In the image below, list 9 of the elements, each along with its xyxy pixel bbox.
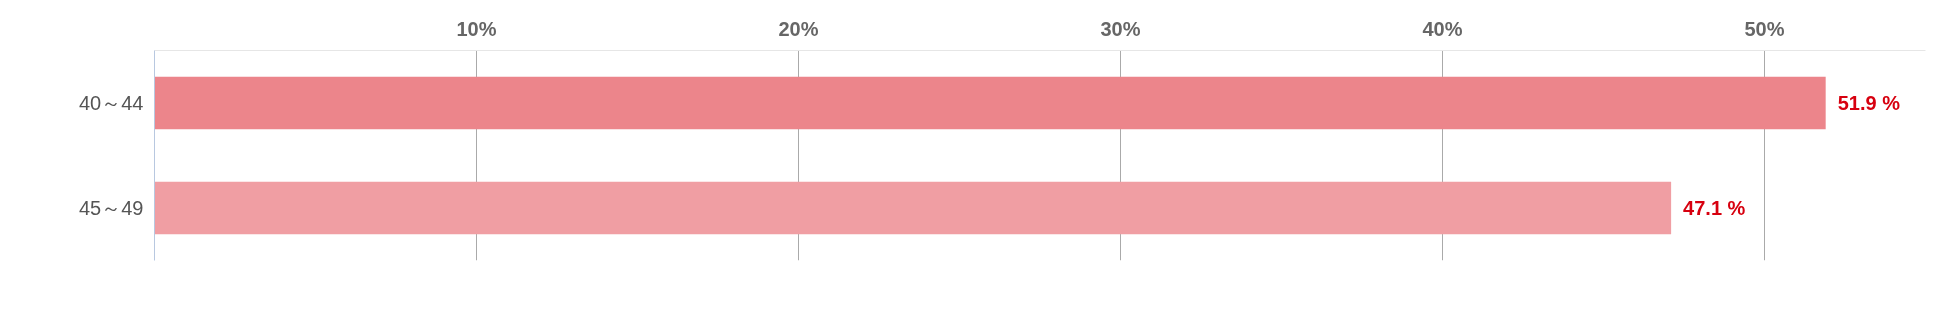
x-tick-label: 10% <box>456 17 497 40</box>
y-tick-label: 40～44 <box>79 92 144 114</box>
x-tick-label: 40% <box>1422 17 1463 40</box>
data-label: 47.1 % <box>1683 197 1746 219</box>
data-label: 51.9 % <box>1837 92 1901 114</box>
x-tick-label: 20% <box>778 17 819 40</box>
x-tick-label: 50% <box>1744 17 1785 40</box>
x-tick-label: 30% <box>1100 17 1141 40</box>
y-tick-label: 45～49 <box>79 197 144 219</box>
